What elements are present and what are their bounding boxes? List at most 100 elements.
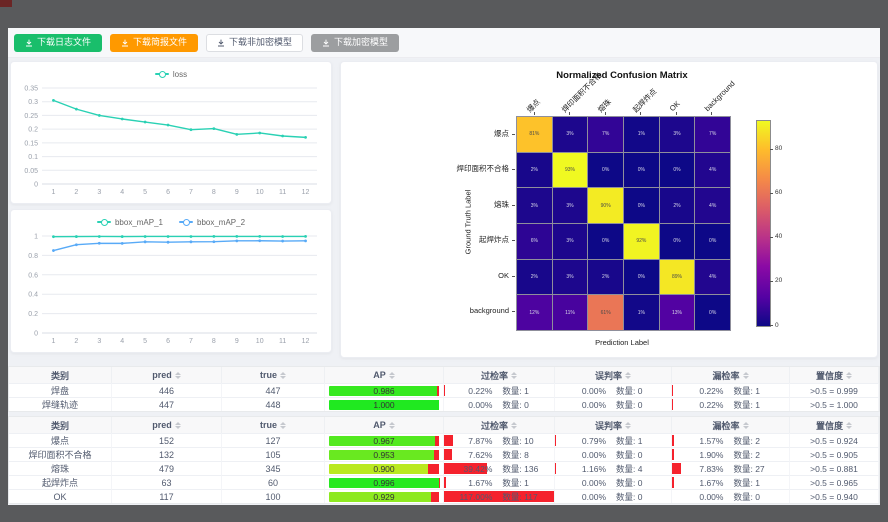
svg-text:8: 8 bbox=[212, 338, 216, 345]
legend-line-icon bbox=[96, 218, 111, 226]
svg-text:2: 2 bbox=[74, 189, 78, 196]
download-unencrypted-model-button[interactable]: 下载非加密模型 bbox=[206, 33, 304, 52]
sort-asc-icon bbox=[742, 371, 749, 375]
cm-cell-3-5: 0% bbox=[695, 224, 730, 259]
sort-caret-icon[interactable] bbox=[511, 371, 517, 379]
column-header-AP[interactable]: AP bbox=[325, 367, 444, 383]
rate-cell: 0.22% 数量: 1 bbox=[444, 383, 555, 397]
rate-cell: 1.16% 数量: 4 bbox=[555, 461, 672, 475]
ap-bar-red bbox=[431, 491, 439, 502]
column-header-pred[interactable]: pred bbox=[112, 367, 222, 383]
cm-cell-1-4: 0% bbox=[659, 152, 695, 188]
ap-cell: 0.953 bbox=[325, 447, 444, 461]
sort-caret-icon[interactable] bbox=[625, 371, 631, 379]
column-header-AP[interactable]: AP bbox=[325, 417, 444, 433]
column-header-true[interactable]: true bbox=[222, 367, 325, 383]
rate-percent: 0.79% bbox=[581, 435, 607, 446]
column-header-过检率[interactable]: 过检率 bbox=[444, 417, 555, 433]
sort-desc-icon bbox=[742, 425, 749, 429]
sort-asc-icon bbox=[280, 421, 286, 425]
cm-cell-4-1: 3% bbox=[552, 259, 588, 295]
cm-cell-5-0: 12% bbox=[517, 295, 552, 330]
sort-caret-icon[interactable] bbox=[511, 421, 517, 429]
rate-percent: 1.67% bbox=[699, 477, 724, 488]
svg-text:7: 7 bbox=[189, 338, 193, 345]
colorbar bbox=[756, 120, 771, 327]
column-header-漏检率[interactable]: 漏检率 bbox=[672, 367, 790, 383]
download-encrypted-model-button[interactable]: 下载加密模型 bbox=[311, 33, 400, 52]
rate-count: 数量: 0 bbox=[502, 399, 529, 410]
rate-count: 数量: 2 bbox=[733, 449, 760, 460]
column-header-true[interactable]: true bbox=[222, 417, 325, 433]
colorbar-tick-mark bbox=[770, 148, 773, 150]
sort-desc-icon bbox=[280, 425, 286, 429]
column-header-漏检率[interactable]: 漏检率 bbox=[672, 417, 790, 433]
sort-caret-icon[interactable] bbox=[174, 371, 181, 379]
svg-text:9: 9 bbox=[235, 338, 239, 345]
sort-caret-icon[interactable] bbox=[388, 421, 395, 429]
rate-count: 数量: 0 bbox=[733, 491, 760, 502]
axis-tick bbox=[711, 112, 713, 115]
column-header-误判率[interactable]: 误判率 bbox=[555, 367, 672, 383]
ap-bar-green bbox=[329, 477, 439, 488]
legend-label: bbox_mAP_1 bbox=[114, 217, 163, 227]
cm-cell-4-2: 2% bbox=[588, 259, 623, 295]
sort-caret-icon[interactable] bbox=[174, 421, 181, 429]
button-label: 下载简报文件 bbox=[133, 37, 188, 47]
sort-asc-icon bbox=[174, 371, 181, 375]
cm-cell-3-0: 6% bbox=[517, 224, 552, 259]
line-chart: 00.050.10.150.20.250.30.351 2 3 4 5 6 7 8 9 10 11 1… bbox=[24, 86, 317, 196]
axis-tick bbox=[512, 240, 515, 242]
column-header-置信度[interactable]: 置信度 bbox=[790, 367, 879, 383]
rate-percent: 1.67% bbox=[468, 477, 493, 488]
cm-cell-3-4: 0% bbox=[659, 224, 695, 259]
legend-item-loss[interactable]: loss bbox=[154, 70, 187, 79]
svg-text:4: 4 bbox=[120, 338, 124, 345]
sort-caret-icon[interactable] bbox=[742, 421, 749, 429]
sort-caret-icon[interactable] bbox=[280, 371, 286, 379]
rate-bar bbox=[672, 399, 674, 410]
sort-caret-icon[interactable] bbox=[742, 371, 749, 379]
sort-asc-icon bbox=[846, 371, 852, 375]
column-header-过检率[interactable]: 过检率 bbox=[444, 367, 555, 383]
sort-caret-icon[interactable] bbox=[846, 421, 852, 429]
category-cell: OK bbox=[9, 489, 112, 503]
column-header-label: pred bbox=[152, 420, 172, 430]
cm-cell-4-0: 2% bbox=[517, 259, 552, 295]
svg-text:0: 0 bbox=[34, 182, 38, 189]
ap-cell: 0.929 bbox=[325, 489, 444, 503]
rate-cell: 0.00% 数量: 0 bbox=[555, 383, 672, 397]
cm-row-label: OK bbox=[498, 270, 509, 280]
sort-desc-icon bbox=[846, 425, 852, 429]
rate-bar bbox=[444, 477, 446, 488]
column-header-置信度[interactable]: 置信度 bbox=[790, 417, 879, 433]
table-row: OK 117 100 0.929 117.00% 数量: 117 0.00% 数量: 0 0.0… bbox=[9, 489, 879, 503]
ap-value: 0.953 bbox=[373, 449, 395, 460]
svg-text:12: 12 bbox=[302, 189, 310, 196]
column-header-误判率[interactable]: 误判率 bbox=[555, 417, 672, 433]
column-header-pred[interactable]: pred bbox=[112, 417, 222, 433]
category-cell: 焊印面积不合格 bbox=[9, 447, 112, 461]
sort-caret-icon[interactable] bbox=[625, 421, 631, 429]
sort-caret-icon[interactable] bbox=[388, 371, 395, 379]
legend-item-bbox_mAP_1[interactable]: bbox_mAP_1 bbox=[96, 217, 163, 227]
map-chart-card: bbox_mAP_1 bbox_mAP_2 0 0.2 0.4 0.6 0.8 1 1 2 3 4 5 6… bbox=[10, 209, 332, 353]
category-cell: 爆点 bbox=[9, 433, 112, 447]
ap-bar-red bbox=[437, 385, 439, 396]
colorbar-tick-label: 40 bbox=[775, 233, 783, 241]
download-report-file-button[interactable]: 下载简报文件 bbox=[110, 33, 199, 52]
pred-cell: 447 bbox=[112, 397, 222, 411]
cm-cell-1-5: 4% bbox=[695, 152, 730, 188]
rate-bar bbox=[672, 449, 675, 460]
table-row: 熔珠 479 345 0.900 39.42% 数量: 136 1.16% 数量: 4 7.83… bbox=[9, 461, 879, 475]
legend-item-bbox_mAP_2[interactable]: bbox_mAP_2 bbox=[179, 218, 245, 227]
column-header-label: AP bbox=[373, 370, 386, 380]
rate-cell: 1.67% 数量: 1 bbox=[444, 475, 555, 489]
confidence-cell: >0.5 = 0.999 bbox=[790, 383, 879, 397]
rate-count: 数量: 1 bbox=[733, 477, 760, 488]
rate-percent: 0.22% bbox=[699, 399, 724, 410]
sort-caret-icon[interactable] bbox=[846, 371, 852, 379]
rate-cell: 0.00% 数量: 0 bbox=[555, 397, 672, 411]
download-log-file-button[interactable]: 下载日志文件 bbox=[14, 33, 103, 52]
sort-caret-icon[interactable] bbox=[280, 421, 286, 429]
